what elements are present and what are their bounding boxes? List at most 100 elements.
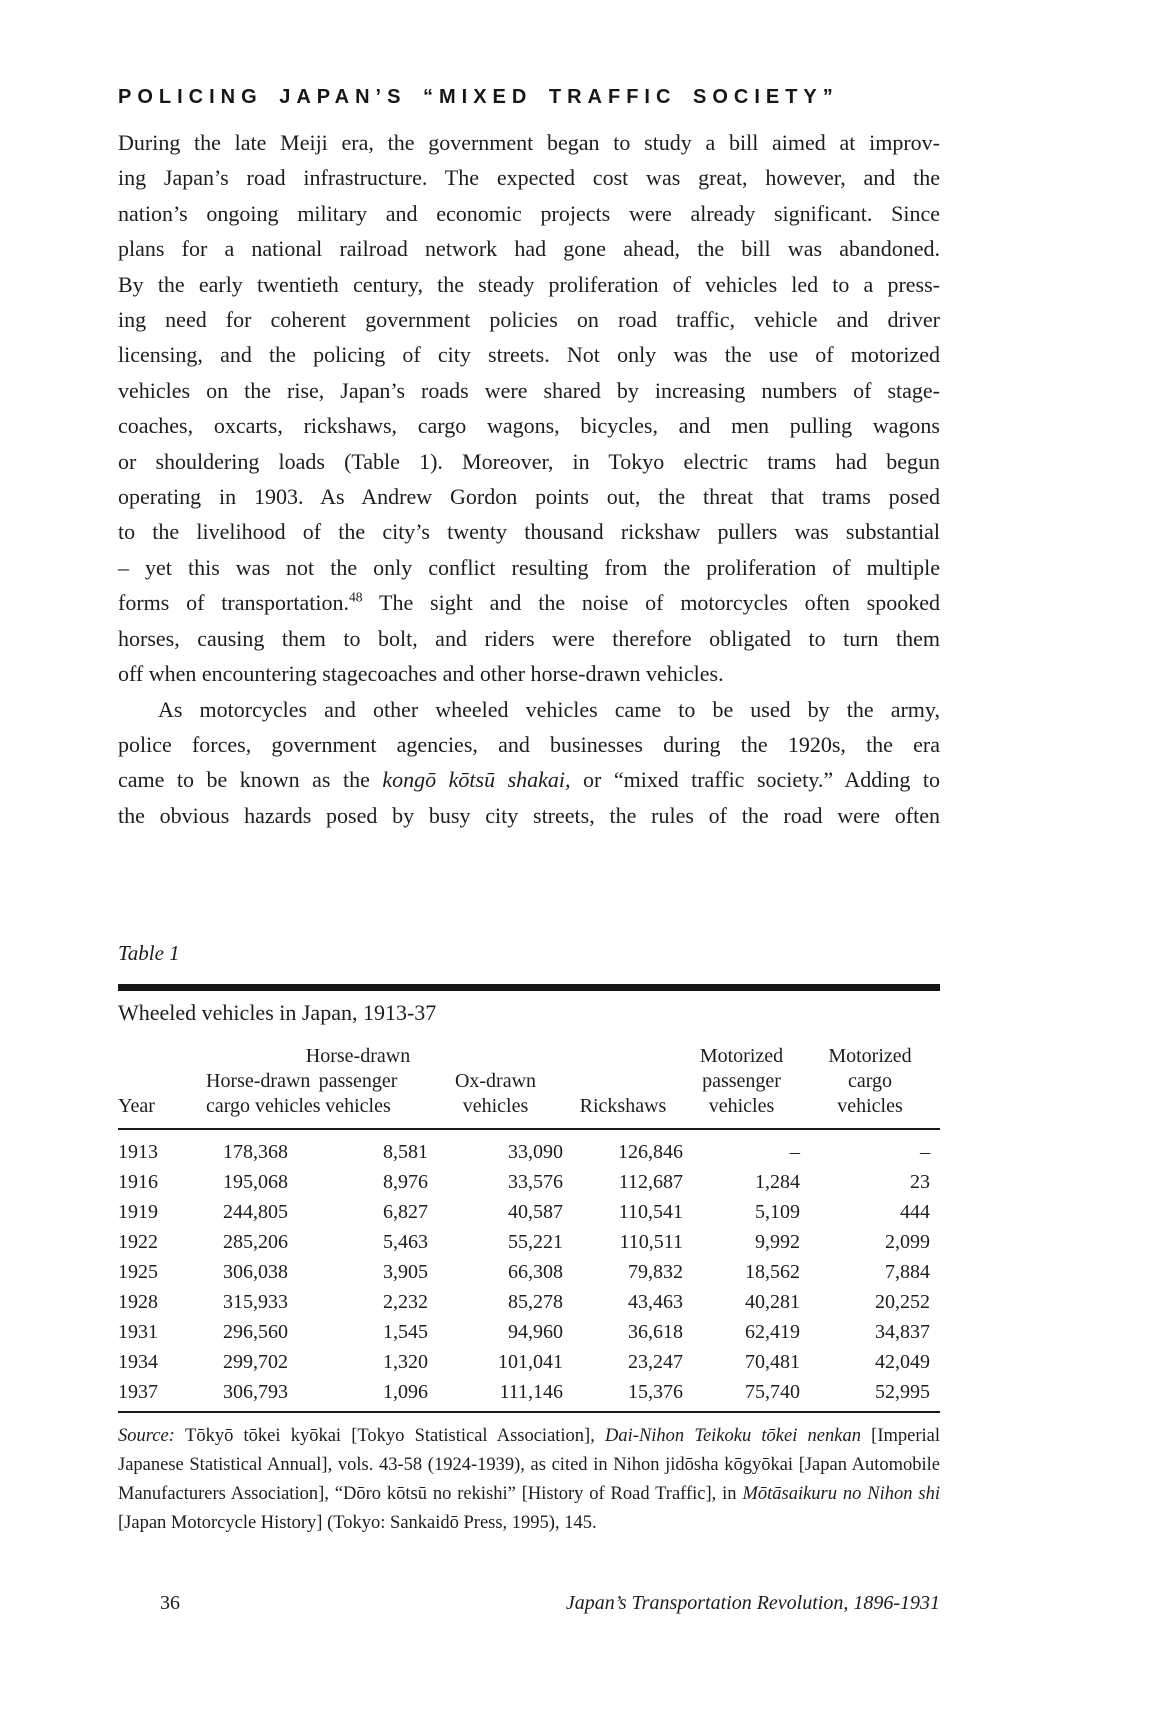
text-line: vehicles on the rise, Japan’s roads were… bbox=[118, 373, 940, 408]
value-cell: 1,320 bbox=[383, 1351, 428, 1374]
text-segment: off when encountering stagecoaches and o… bbox=[118, 661, 724, 687]
text-segment: Tōkyō tōkei kyōkai [Tokyo Statistical As… bbox=[185, 1426, 606, 1447]
value-cell: 20,252 bbox=[875, 1291, 930, 1314]
text-segment: – yet this was not the only conflict res… bbox=[118, 554, 940, 580]
value-cell: 9,992 bbox=[755, 1231, 800, 1254]
value-cell: 1,545 bbox=[383, 1321, 428, 1344]
text-line: police forces, government agencies, and … bbox=[118, 727, 940, 762]
value-cell: 5,109 bbox=[755, 1201, 800, 1224]
text-line: Manufacturers Association], “Dōro kōtsū … bbox=[118, 1480, 940, 1509]
text-segment: Dai-Nihon Teikoku tōkei nenkan bbox=[605, 1426, 861, 1447]
year-cell: 1925 bbox=[118, 1261, 158, 1284]
column-header: Horse-drawn passenger vehicles bbox=[288, 1044, 428, 1131]
year-cell: 1913 bbox=[118, 1141, 158, 1164]
value-cell: 34,837 bbox=[875, 1321, 930, 1344]
value-cell: 1,096 bbox=[383, 1381, 428, 1404]
text-line: operating in 1903. As Andrew Gordon poin… bbox=[118, 479, 940, 514]
text-segment: came to be known as the bbox=[118, 767, 383, 793]
table-row: 1919 244,805 6,827 40,587 110,541 5,109 444 bbox=[118, 1197, 940, 1227]
text-segment: to the livelihood of the city’s twenty t… bbox=[118, 519, 940, 545]
text-segment: police forces, government agencies, and … bbox=[118, 731, 940, 757]
value-cell: 112,687 bbox=[618, 1171, 683, 1194]
text-segment: plans for a national railroad network ha… bbox=[118, 236, 940, 262]
text-segment: coaches, oxcarts, rickshaws, cargo wagon… bbox=[118, 413, 940, 439]
value-cell: 101,041 bbox=[498, 1351, 563, 1374]
value-cell: 55,221 bbox=[508, 1231, 563, 1254]
table-header: Year Horse-drawn cargo vehicles Horse-drawn… bbox=[118, 1044, 940, 1131]
text-segment: By the early twentieth century, the stea… bbox=[118, 271, 940, 297]
text-segment: Japanese Statistical Annual], vols. 43-5… bbox=[118, 1455, 940, 1476]
table-row: 1913 178,368 8,581 33,090 126,846 – – bbox=[118, 1129, 940, 1167]
text-segment: [Imperial bbox=[860, 1426, 940, 1447]
text-line: As motorcycles and other wheeled vehicle… bbox=[118, 692, 940, 727]
value-cell: 1,284 bbox=[755, 1171, 800, 1194]
value-cell: 70,481 bbox=[745, 1351, 800, 1374]
value-cell: 306,038 bbox=[223, 1261, 288, 1284]
value-cell: 2,232 bbox=[383, 1291, 428, 1314]
year-cell: 1934 bbox=[118, 1351, 158, 1374]
year-cell: 1919 bbox=[118, 1201, 158, 1224]
text-segment: horses, causing them to bolt, and riders… bbox=[118, 625, 940, 651]
value-cell: 79,832 bbox=[628, 1261, 683, 1284]
value-cell: 178,368 bbox=[223, 1141, 288, 1164]
text-line: to the livelihood of the city’s twenty t… bbox=[118, 514, 940, 549]
table-top-rule bbox=[118, 984, 940, 992]
text-segment: vehicles on the rise, Japan’s roads were… bbox=[118, 377, 940, 403]
text-segment: or shouldering loads (Table 1). Moreover… bbox=[118, 448, 940, 474]
value-cell: 126,846 bbox=[618, 1141, 683, 1164]
value-cell: – bbox=[920, 1141, 930, 1164]
value-cell: 42,049 bbox=[875, 1351, 930, 1374]
section-heading: POLICING JAPAN’S “MIXED TRAFFIC SOCIETY” bbox=[118, 86, 839, 108]
column-header: Year bbox=[118, 1044, 206, 1131]
value-cell: 111,146 bbox=[499, 1381, 563, 1404]
value-cell: 8,581 bbox=[383, 1141, 428, 1164]
text-segment: nation’s ongoing military and economic p… bbox=[118, 200, 940, 226]
text-line: coaches, oxcarts, rickshaws, cargo wagon… bbox=[118, 408, 940, 443]
text-segment: [Japan Motorcycle History] (Tokyo: Sanka… bbox=[118, 1513, 597, 1534]
column-header: Horse-drawn cargo vehicles bbox=[206, 1044, 321, 1131]
value-cell: 110,511 bbox=[619, 1231, 683, 1254]
value-cell: 62,419 bbox=[745, 1321, 800, 1344]
table-source-note: Source: Tōkyō tōkei kyōkai [Tokyo Statis… bbox=[118, 1422, 940, 1538]
value-cell: 6,827 bbox=[383, 1201, 428, 1224]
text-line: Source: Tōkyō tōkei kyōkai [Tokyo Statis… bbox=[118, 1422, 940, 1451]
text-line: ing Japan’s road infrastructure. The exp… bbox=[118, 160, 940, 195]
value-cell: 36,618 bbox=[628, 1321, 683, 1344]
text-line: horses, causing them to bolt, and riders… bbox=[118, 621, 940, 656]
text-line: licensing, and the policing of city stre… bbox=[118, 337, 940, 372]
header-row: Year Horse-drawn cargo vehicles Horse-drawn… bbox=[118, 1044, 940, 1131]
column-header: Rickshaws bbox=[563, 1044, 683, 1131]
text-line: came to be known as the kongō kōtsū shak… bbox=[118, 762, 940, 797]
text-line: By the early twentieth century, the stea… bbox=[118, 267, 940, 302]
text-line: plans for a national railroad network ha… bbox=[118, 231, 940, 266]
value-cell: 40,587 bbox=[508, 1201, 563, 1224]
text-line: nation’s ongoing military and economic p… bbox=[118, 196, 940, 231]
page-footer: 36 Japan’s Transportation Revolution, 18… bbox=[118, 1592, 940, 1615]
value-cell: 5,463 bbox=[383, 1231, 428, 1254]
value-cell: 244,805 bbox=[223, 1201, 288, 1224]
value-cell: 52,995 bbox=[875, 1381, 930, 1404]
text-segment: Source: bbox=[118, 1426, 186, 1447]
table-1-block: Table 1 Wheeled vehicles in Japan, 1913-… bbox=[118, 941, 940, 1538]
year-cell: 1922 bbox=[118, 1231, 158, 1254]
text-segment: licensing, and the policing of city stre… bbox=[118, 342, 940, 368]
footnote-marker: 48 bbox=[348, 589, 363, 605]
value-cell: 7,884 bbox=[885, 1261, 930, 1284]
column-header: Ox-drawn vehicles bbox=[428, 1044, 563, 1131]
table-body: 1913 178,368 8,581 33,090 126,846 – – 1916 195,0… bbox=[118, 1129, 940, 1412]
value-cell: 299,702 bbox=[223, 1351, 288, 1374]
text-line: During the late Meiji era, the governmen… bbox=[118, 125, 940, 160]
year-cell: 1916 bbox=[118, 1171, 158, 1194]
text-line: Japanese Statistical Annual], vols. 43-5… bbox=[118, 1451, 940, 1480]
value-cell: 315,933 bbox=[223, 1291, 288, 1314]
text-segment: , or “mixed traffic society.” Adding to bbox=[565, 767, 940, 793]
value-cell: 285,206 bbox=[223, 1231, 288, 1254]
text-line: the obvious hazards posed by busy city s… bbox=[118, 798, 940, 833]
year-cell: 1928 bbox=[118, 1291, 158, 1314]
text-segment: kongō kōtsū shakai bbox=[382, 767, 566, 793]
value-cell: 23,247 bbox=[628, 1351, 683, 1374]
column-header: Motorized passenger vehicles bbox=[683, 1044, 800, 1131]
value-cell: 66,308 bbox=[508, 1261, 563, 1284]
running-title: Japan’s Transportation Revolution, 1896-… bbox=[565, 1592, 940, 1614]
